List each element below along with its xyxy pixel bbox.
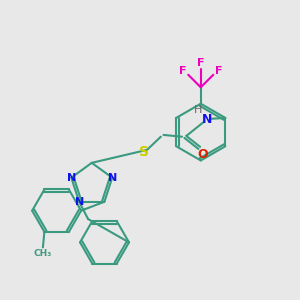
Text: F: F [197,58,205,68]
Text: F: F [215,66,222,76]
Text: F: F [179,66,187,76]
Text: H: H [194,105,202,116]
Text: CH₃: CH₃ [34,250,52,259]
Text: N: N [108,173,117,183]
Text: N: N [67,173,76,183]
Text: N: N [74,197,84,207]
Text: N: N [202,113,212,126]
Text: S: S [139,145,149,159]
Text: O: O [197,148,208,161]
